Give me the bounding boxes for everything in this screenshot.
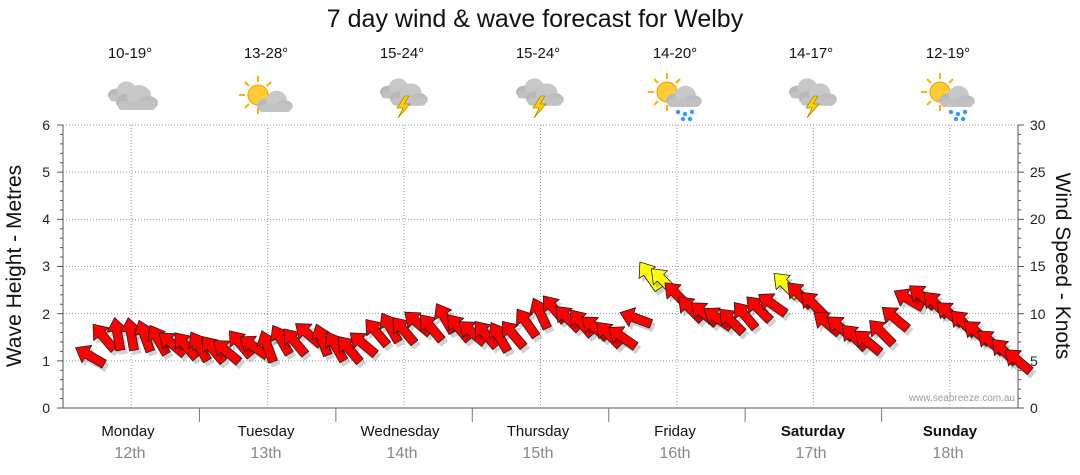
wind-arrow (854, 330, 884, 357)
day-date: 15th (522, 445, 553, 462)
right-tick-label: 30 (1030, 117, 1046, 133)
day-column-saturday: 14-17° Saturday 17th (781, 45, 846, 462)
day-name: Tuesday (238, 423, 295, 440)
wind-arrow-series (75, 261, 1037, 379)
right-tick-label: 5 (1030, 353, 1038, 369)
wind-arrow (746, 296, 774, 324)
right-tick-label: 0 (1030, 400, 1038, 416)
wind-arrow (392, 317, 419, 347)
wind-arrow (619, 307, 653, 329)
day-column-tuesday: 13-28° Tuesday 13th (238, 45, 295, 462)
wind-arrow (311, 323, 333, 358)
day-name: Monday (101, 423, 155, 440)
credit-text: www.seabreeze.com.au (908, 393, 1015, 404)
day-date: 12th (114, 445, 145, 462)
right-tick-label: 10 (1030, 306, 1046, 322)
right-axis-title: Wind Speed - Knots (1051, 173, 1074, 360)
wind-arrow (869, 320, 897, 348)
thunderstorm-icon (380, 78, 428, 119)
day-date: 16th (659, 445, 690, 462)
left-tick-label: 5 (42, 164, 50, 180)
day-temp: 15-24° (516, 45, 560, 62)
left-tick-label: 2 (42, 306, 50, 322)
wind-arrow (283, 328, 310, 358)
right-tick-label: 25 (1030, 164, 1046, 180)
left-axis-title: Wave Height - Metres (3, 165, 26, 367)
wind-arrow (379, 312, 403, 345)
wind-arrow (420, 314, 446, 344)
day-temp: 14-20° (653, 45, 697, 62)
wind-arrow (120, 317, 141, 352)
day-date: 17th (795, 445, 826, 462)
wind-arrow (324, 331, 349, 364)
left-tick-label: 1 (42, 353, 50, 369)
wind-arrow (881, 307, 911, 333)
right-y-ticks: 0 5 10 15 20 25 30 (1030, 117, 1046, 416)
wind-arrow (501, 320, 528, 350)
day-temp: 14-17° (789, 45, 833, 62)
day-name: Thursday (507, 423, 570, 440)
day-column-wednesday: 15-24° Wednesday 14th (361, 45, 440, 462)
left-tick-label: 4 (42, 211, 50, 227)
left-y-ticks: 0 1 2 3 4 5 6 (42, 117, 50, 416)
wind-arrow (488, 322, 512, 354)
wind-arrow (349, 332, 379, 358)
left-tick-label: 3 (42, 258, 50, 274)
day-temp: 13-28° (244, 45, 288, 62)
wind-arrow (365, 319, 391, 349)
day-column-sunday: 12-19° Sunday 18th (920, 45, 978, 462)
wind-arrow (270, 324, 294, 357)
wind-arrow (515, 308, 541, 340)
wind-arrow (201, 336, 228, 366)
day-column-thursday: 15-24° Thursday 15th (507, 45, 570, 462)
thunderstorm-icon (516, 78, 564, 119)
grid-lines (63, 124, 1018, 422)
wind-arrow (106, 317, 128, 352)
wind-arrow (188, 331, 212, 364)
day-name: Saturday (781, 423, 846, 440)
left-tick-label: 0 (42, 400, 50, 416)
day-name: Wednesday (361, 423, 440, 440)
right-tick-label: 15 (1030, 258, 1046, 274)
cloudy-icon (108, 81, 158, 110)
wind-arrow (608, 326, 639, 351)
left-tick-label: 6 (42, 117, 50, 133)
day-column-monday: 10-19° Monday 12th (101, 45, 158, 462)
day-temp: 10-19° (108, 45, 152, 62)
partly-cloudy-icon (238, 75, 293, 115)
right-tick-label: 20 (1030, 211, 1046, 227)
sun-showers-icon (647, 72, 702, 122)
wind-arrow (147, 324, 171, 357)
wind-arrow (733, 302, 760, 332)
wind-arrow (338, 336, 364, 366)
wind-arrow (1004, 349, 1034, 375)
day-temp: 12-19° (926, 45, 970, 62)
day-name: Friday (654, 423, 696, 440)
wind-arrow (75, 345, 107, 369)
wind-arrow (213, 340, 243, 366)
wind-arrow (758, 293, 789, 318)
thunderstorm-icon (789, 78, 837, 119)
day-temp: 15-24° (380, 45, 424, 62)
wind-arrow (719, 308, 747, 337)
day-name: Sunday (923, 423, 978, 440)
day-date: 18th (932, 445, 963, 462)
sun-showers-icon (920, 72, 975, 122)
day-column-friday: 14-20° Friday 16th (647, 45, 702, 462)
chart-title: 7 day wind & wave forecast for Welby (327, 5, 744, 33)
day-date: 14th (386, 445, 417, 462)
day-date: 13th (250, 445, 281, 462)
